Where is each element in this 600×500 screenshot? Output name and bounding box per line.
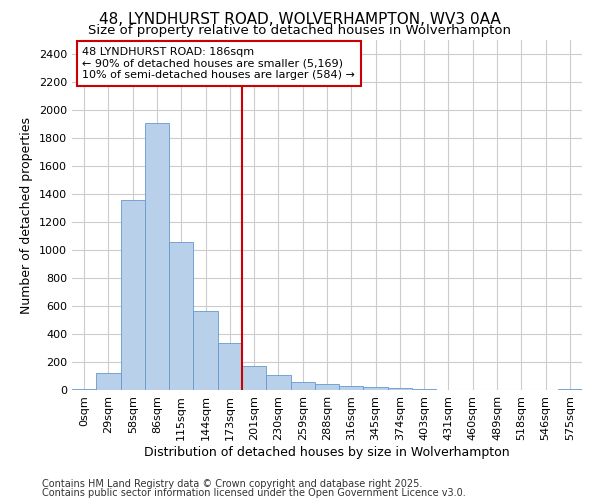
- Bar: [121, 200, 145, 390]
- Bar: [242, 366, 266, 390]
- Text: 48, LYNDHURST ROAD, WOLVERHAMPTON, WV3 0AA: 48, LYNDHURST ROAD, WOLVERHAMPTON, WV3 0…: [99, 12, 501, 28]
- Bar: [266, 374, 290, 390]
- X-axis label: Distribution of detached houses by size in Wolverhampton: Distribution of detached houses by size …: [144, 446, 510, 458]
- Text: Contains HM Land Registry data © Crown copyright and database right 2025.: Contains HM Land Registry data © Crown c…: [42, 479, 422, 489]
- Y-axis label: Number of detached properties: Number of detached properties: [20, 116, 34, 314]
- Bar: [96, 372, 121, 390]
- Text: Contains public sector information licensed under the Open Government Licence v3: Contains public sector information licen…: [42, 488, 466, 498]
- Bar: [388, 388, 412, 390]
- Bar: [72, 388, 96, 390]
- Bar: [169, 242, 193, 390]
- Bar: [145, 122, 169, 390]
- Text: 48 LYNDHURST ROAD: 186sqm
← 90% of detached houses are smaller (5,169)
10% of se: 48 LYNDHURST ROAD: 186sqm ← 90% of detac…: [82, 47, 355, 80]
- Bar: [218, 343, 242, 390]
- Bar: [193, 311, 218, 390]
- Bar: [290, 382, 315, 390]
- Bar: [339, 386, 364, 390]
- Text: Size of property relative to detached houses in Wolverhampton: Size of property relative to detached ho…: [89, 24, 511, 37]
- Bar: [315, 384, 339, 390]
- Bar: [364, 386, 388, 390]
